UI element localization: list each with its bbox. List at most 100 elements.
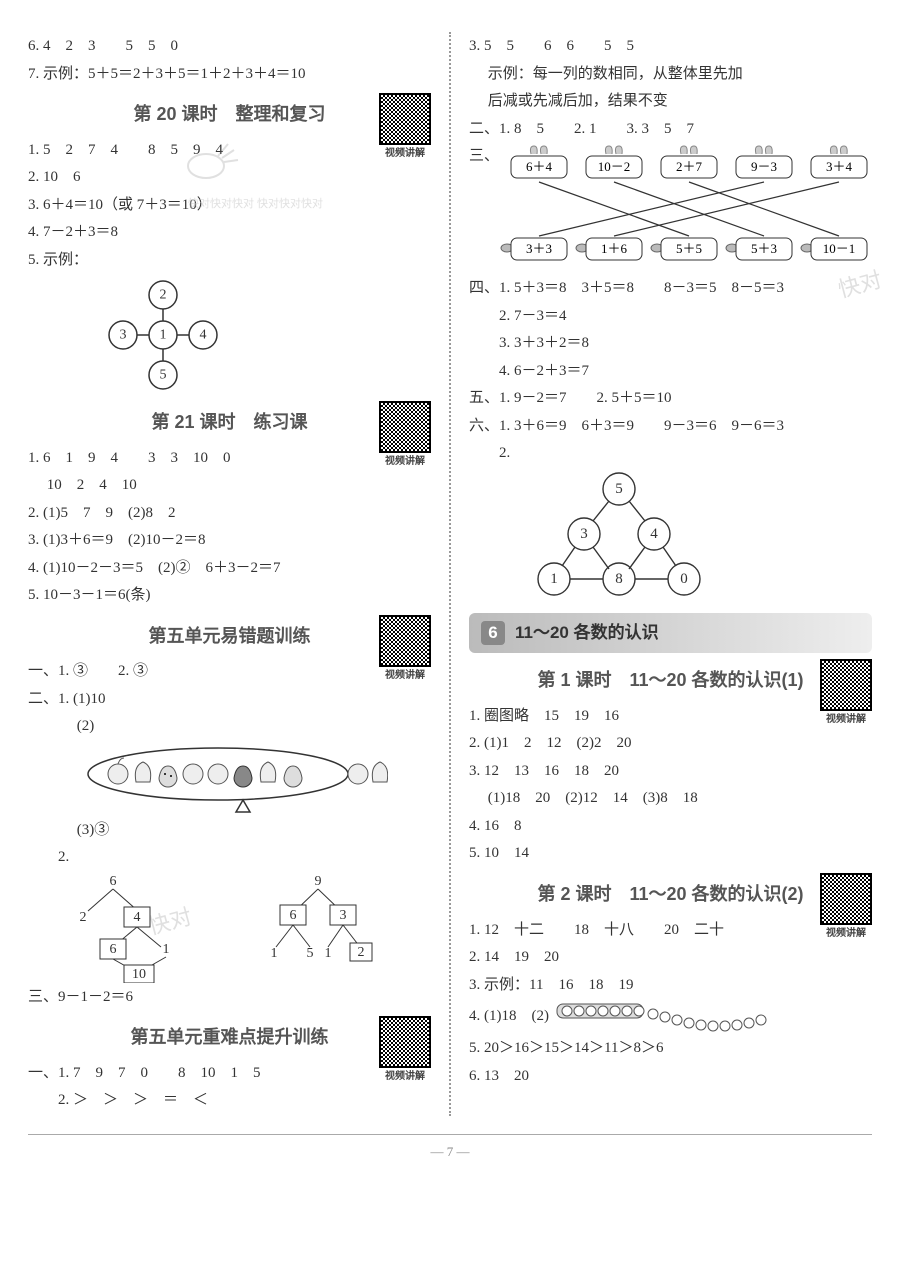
qr-icon[interactable] bbox=[379, 401, 431, 453]
section-err-title-text: 第五单元易错题训练 bbox=[149, 626, 311, 646]
section-s2-title-text: 第 2 课时 11～20 各数的认识(2) bbox=[537, 884, 803, 904]
r-si1: 四、1. 5＋3＝8 3＋5＝8 8－3＝5 8－5＝3 bbox=[469, 276, 872, 302]
r-wu: 五、1. 9－2＝7 2. 5＋5＝10 bbox=[469, 386, 872, 412]
section-s1-title: 第 1 课时 11～20 各数的认识(1) 视频讲解 bbox=[469, 665, 872, 696]
section-s2-title: 第 2 课时 11～20 各数的认识(2) 视频讲解 bbox=[469, 879, 872, 910]
r-si3: 3. 3＋3＋2＝8 bbox=[469, 331, 872, 357]
column-divider bbox=[449, 32, 451, 1116]
svg-text:1: 1 bbox=[271, 946, 278, 961]
qr-label: 视频讲解 bbox=[820, 711, 872, 728]
section-s1-title-text: 第 1 课时 11～20 各数的认识(1) bbox=[537, 670, 803, 690]
qr-block: 视频讲解 bbox=[820, 659, 872, 728]
err-e-2: 2. bbox=[28, 845, 431, 871]
unit6-num: 6 bbox=[481, 621, 505, 645]
s1-l3a: 3. 12 13 16 18 20 bbox=[469, 759, 872, 785]
unit6-banner: 6 11～20 各数的认识 bbox=[469, 613, 872, 654]
s20-l4: 4. 7－2＋3＝8 bbox=[28, 220, 431, 246]
qr-label: 视频讲解 bbox=[820, 925, 872, 942]
svg-text:10－2: 10－2 bbox=[598, 159, 631, 174]
hard-y1: 一、1. 7 9 7 0 8 10 1 5 bbox=[28, 1061, 431, 1087]
svg-text:3＋4: 3＋4 bbox=[826, 159, 853, 174]
section-err-title: 第五单元易错题训练 视频讲解 bbox=[28, 621, 431, 652]
matching-diagram: 6＋410－22＋79－33＋43＋31＋65＋55＋310－1 bbox=[499, 144, 869, 274]
svg-text:2: 2 bbox=[160, 288, 167, 303]
svg-text:2: 2 bbox=[358, 945, 365, 960]
svg-text:1: 1 bbox=[160, 328, 167, 343]
svg-text:6: 6 bbox=[110, 874, 117, 889]
section-21-title: 第 21 课时 练习课 视频讲解 bbox=[28, 407, 431, 438]
svg-text:3: 3 bbox=[580, 526, 588, 542]
s2-l6: 6. 13 20 bbox=[469, 1064, 872, 1090]
page-footer: — 7 — bbox=[28, 1134, 872, 1163]
qr-block: 视频讲解 bbox=[379, 401, 431, 470]
plus-diagram: 1 2 3 4 5 bbox=[88, 275, 238, 395]
svg-text:4: 4 bbox=[200, 328, 207, 343]
s2-l4: 4. (1)18 (2) bbox=[469, 1004, 549, 1030]
r-liu2: 2. bbox=[469, 441, 872, 467]
svg-text:3: 3 bbox=[340, 908, 347, 923]
svg-text:6: 6 bbox=[110, 942, 117, 957]
svg-text:10－1: 10－1 bbox=[823, 241, 856, 256]
bead-chain-icon bbox=[555, 1000, 775, 1034]
item-7: 7. 示例：5＋5＝2＋3＋5＝1＋2＋3＋4＝10 bbox=[28, 62, 431, 88]
san-label: 三、 bbox=[469, 144, 499, 170]
left-column: 6. 4 2 3 5 5 0 7. 示例：5＋5＝2＋3＋5＝1＋2＋3＋4＝1… bbox=[28, 32, 431, 1116]
err-e1: 二、1. (1)10 bbox=[28, 687, 431, 713]
section-hard-title: 第五单元重难点提升训练 视频讲解 bbox=[28, 1022, 431, 1053]
svg-text:8: 8 bbox=[615, 571, 623, 587]
item-6: 6. 4 2 3 5 5 0 bbox=[28, 34, 431, 60]
s21-l5: 5. 10－3－1＝6(条) bbox=[28, 583, 431, 609]
svg-text:5: 5 bbox=[160, 368, 167, 383]
s21-l4: 4. (1)10－2－3＝5 (2)② 6＋3－2＝7 bbox=[28, 556, 431, 582]
qr-label: 视频讲解 bbox=[379, 453, 431, 470]
svg-text:1: 1 bbox=[325, 946, 332, 961]
svg-text:2＋7: 2＋7 bbox=[676, 159, 703, 174]
s20-l3: 3. 6＋4＝10（或 7＋3＝10） bbox=[28, 193, 431, 219]
err-s1: 三、9－1－2＝6 bbox=[28, 985, 431, 1011]
svg-text:6: 6 bbox=[290, 908, 297, 923]
qr-icon[interactable] bbox=[379, 1016, 431, 1068]
s21-l2: 2. (1)5 7 9 (2)8 2 bbox=[28, 501, 431, 527]
r-l3a: 3. 5 5 6 6 5 5 bbox=[469, 34, 872, 60]
number-bond-trees: 6 2 4 6 1 10 9 6 3 bbox=[58, 873, 418, 983]
s20-l5: 5. 示例： bbox=[28, 248, 431, 274]
svg-text:6＋4: 6＋4 bbox=[526, 159, 553, 174]
svg-text:10: 10 bbox=[132, 967, 146, 982]
svg-text:3: 3 bbox=[120, 328, 127, 343]
section-hard-title-text: 第五单元重难点提升训练 bbox=[131, 1027, 329, 1047]
qr-block: 视频讲解 bbox=[379, 615, 431, 684]
s2-l2: 2. 14 19 20 bbox=[469, 945, 872, 971]
s21-l1a: 1. 6 1 9 4 3 3 10 0 bbox=[28, 446, 431, 472]
svg-text:5: 5 bbox=[615, 481, 623, 497]
svg-text:2: 2 bbox=[80, 910, 87, 925]
s1-l4: 4. 16 8 bbox=[469, 814, 872, 840]
svg-text:1: 1 bbox=[163, 942, 170, 957]
qr-icon[interactable] bbox=[820, 659, 872, 711]
r-si4: 4. 6－2＋3＝7 bbox=[469, 359, 872, 385]
s1-l3b: (1)18 20 (2)12 14 (3)8 18 bbox=[469, 786, 872, 812]
s1-l5: 5. 10 14 bbox=[469, 841, 872, 867]
s1-l1: 1. 圈图略 15 19 16 bbox=[469, 704, 872, 730]
s2-l1: 1. 12 十二 18 十八 20 二十 bbox=[469, 918, 872, 944]
hard-y2: 2. ＞ ＞ ＞ ＝ ＜ bbox=[28, 1088, 431, 1114]
qr-block: 视频讲解 bbox=[820, 873, 872, 942]
err-e2: (2) bbox=[28, 714, 431, 740]
r-er: 二、1. 8 5 2. 1 3. 3 5 7 bbox=[469, 117, 872, 143]
qr-label: 视频讲解 bbox=[379, 667, 431, 684]
triangle-diagram: 5 3 4 1 8 0 bbox=[529, 469, 709, 599]
r-l3b: 示例：每一列的数相同，从整体里先加 bbox=[469, 62, 872, 88]
qr-icon[interactable] bbox=[820, 873, 872, 925]
r-l3c: 后减或先减后加，结果不变 bbox=[469, 89, 872, 115]
err-e3: (3)③ bbox=[28, 818, 431, 844]
section-20-title-text: 第 20 课时 整理和复习 bbox=[133, 104, 325, 124]
carrot-icon bbox=[178, 128, 248, 188]
svg-text:9: 9 bbox=[315, 874, 322, 889]
s1-l2: 2. (1)1 2 12 (2)2 20 bbox=[469, 731, 872, 757]
qr-icon[interactable] bbox=[379, 615, 431, 667]
svg-text:3＋3: 3＋3 bbox=[526, 241, 552, 256]
svg-text:4: 4 bbox=[650, 526, 658, 542]
section-20-title: 第 20 课时 整理和复习 视频讲解 bbox=[28, 99, 431, 130]
s2-l5: 5. 20＞16＞15＞14＞11＞8＞6 bbox=[469, 1036, 872, 1062]
svg-text:0: 0 bbox=[680, 571, 688, 587]
svg-text:9－3: 9－3 bbox=[751, 159, 777, 174]
